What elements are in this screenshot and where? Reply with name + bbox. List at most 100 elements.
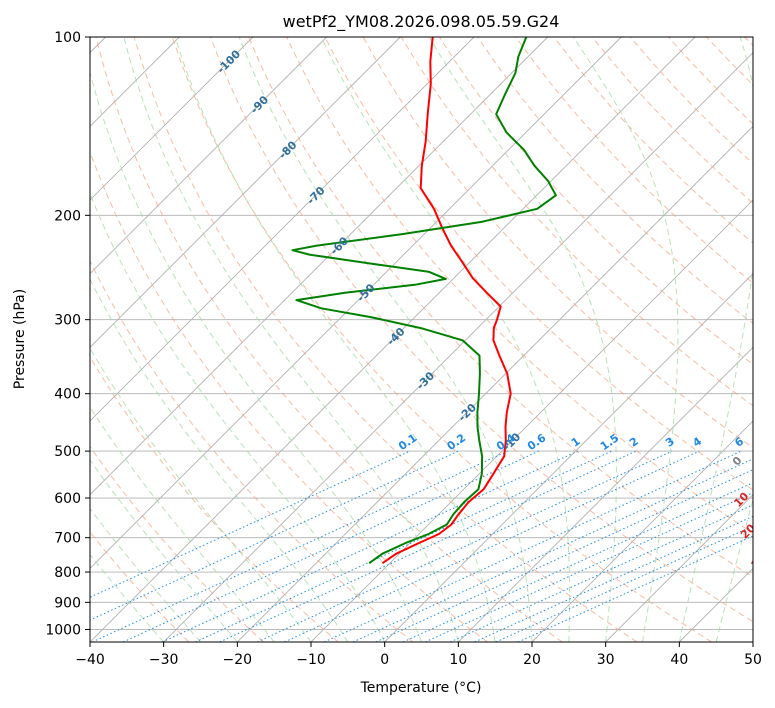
mixing-ratio-line bbox=[324, 450, 742, 642]
dry-adiabat-line bbox=[90, 356, 339, 642]
isotherm-line bbox=[163, 52, 753, 642]
dry-adiabat-label: 20 bbox=[738, 521, 758, 541]
mixing-ratio-line bbox=[92, 450, 508, 642]
isotherm-label: -90 bbox=[248, 93, 271, 116]
moist-adiabat-line bbox=[90, 459, 238, 642]
x-tick-label: 10 bbox=[449, 652, 467, 668]
dry-adiabat-label: 10 bbox=[731, 490, 751, 510]
y-tick-label: 500 bbox=[54, 444, 81, 460]
y-tick-label: 400 bbox=[54, 387, 81, 403]
moist-adiabat-line bbox=[90, 70, 422, 642]
x-tick-label: −20 bbox=[223, 652, 253, 668]
isotherm-label: -80 bbox=[276, 138, 299, 161]
dry-adiabat-line bbox=[210, 37, 753, 623]
chart-title: wetPf2_YM08.2026.098.05.59.G24 bbox=[283, 12, 560, 32]
isotherm-label: -30 bbox=[414, 369, 437, 392]
isotherm-line bbox=[90, 37, 475, 422]
dry-adiabat-line bbox=[90, 445, 264, 642]
mixing-ratio-label: 0.2 bbox=[445, 431, 468, 453]
isotherm-line bbox=[458, 346, 753, 642]
y-tick-label: 1000 bbox=[45, 622, 81, 638]
dry-adiabat-line bbox=[90, 531, 190, 642]
isotherm-line bbox=[90, 37, 327, 275]
dry-adiabat-line bbox=[706, 37, 753, 86]
mixing-ratio-line bbox=[122, 450, 539, 642]
x-axis-label: Temperature (°C) bbox=[360, 680, 482, 696]
moist-adiabat-line bbox=[90, 406, 275, 642]
moist-adiabat-line bbox=[90, 507, 201, 642]
dry-adiabat-line bbox=[324, 37, 753, 491]
mixing-ratio-line bbox=[284, 450, 700, 642]
dry-adiabat-line bbox=[668, 37, 753, 125]
mixing-ratio-label: 1.5 bbox=[598, 431, 621, 453]
moist-adiabat-line bbox=[123, 37, 459, 642]
mixing-ratio-line bbox=[90, 450, 459, 621]
mixing-ratio-line bbox=[352, 458, 753, 642]
mixing-ratio-line bbox=[402, 482, 753, 642]
moist-adiabat-line bbox=[238, 37, 533, 642]
mixing-ratio-label: 0.1 bbox=[396, 431, 419, 453]
isotherm-line bbox=[384, 273, 753, 642]
axes-frame bbox=[89, 36, 754, 643]
y-tick-label: 900 bbox=[54, 595, 81, 611]
dry-adiabat-line bbox=[248, 37, 753, 578]
dry-adiabat-line bbox=[95, 37, 563, 642]
isotherm-line bbox=[237, 125, 753, 642]
y-tick-label: 800 bbox=[54, 565, 81, 581]
isotherm-line bbox=[531, 420, 753, 642]
mixing-ratio-line bbox=[474, 515, 753, 642]
moist-adiabat-line bbox=[90, 553, 165, 642]
isotherm-line bbox=[605, 494, 753, 642]
mixing-ratio-label: 2 bbox=[627, 435, 641, 450]
mixing-ratio-line bbox=[424, 492, 753, 642]
dry-adiabat-line bbox=[515, 37, 753, 284]
mixing-ratio-line bbox=[375, 469, 753, 642]
x-tick-label: −30 bbox=[149, 652, 179, 668]
dry-adiabat-line bbox=[553, 37, 753, 244]
y-tick-label: 700 bbox=[54, 531, 81, 547]
mixing-ratio-label: 8 bbox=[761, 435, 775, 450]
moist-adiabat-line bbox=[678, 37, 753, 642]
dry-adiabat-line bbox=[591, 37, 753, 204]
dewpoint-profile bbox=[291, 37, 557, 565]
dry-adiabat-label: 40 bbox=[762, 582, 775, 602]
moist-adiabat-line bbox=[320, 37, 571, 642]
dry-adiabat-line bbox=[438, 37, 753, 366]
mixing-ratio-line bbox=[219, 450, 637, 642]
x-tick-label: 40 bbox=[670, 652, 688, 668]
moist-adiabat-line bbox=[90, 347, 312, 642]
dry-adiabat-line bbox=[286, 37, 753, 534]
isotherm-line bbox=[90, 37, 548, 496]
dry-adiabat-label: 30 bbox=[749, 551, 769, 571]
y-axis-label: Pressure (hPa) bbox=[12, 289, 28, 389]
moist-adiabat-line bbox=[90, 192, 386, 642]
isotherm-label: -70 bbox=[304, 184, 327, 207]
mixing-ratio-line bbox=[450, 504, 753, 642]
dry-adiabat-line bbox=[171, 37, 712, 642]
dry-adiabat-line bbox=[90, 259, 414, 642]
temperature-profile bbox=[381, 37, 512, 565]
isotherm-line bbox=[752, 641, 753, 642]
plot-area: -100-90-80-70-60-50-40-30-20-100.1 0.2 0.4… bbox=[90, 37, 775, 642]
x-tick-label: 0 bbox=[380, 652, 389, 668]
y-tick-label: 100 bbox=[54, 30, 81, 46]
mixing-ratio-label: 1 bbox=[569, 435, 583, 450]
isotherm-line bbox=[679, 567, 753, 642]
isotherm-label: -50 bbox=[354, 281, 377, 304]
isotherm-line bbox=[90, 37, 401, 348]
isotherm-line bbox=[90, 37, 254, 201]
dry-adiabat-line bbox=[90, 150, 488, 642]
moist-adiabat-line bbox=[174, 37, 496, 642]
mixing-ratio-line bbox=[161, 450, 578, 642]
x-tick-label: −10 bbox=[296, 652, 326, 668]
isotherm-line bbox=[90, 37, 622, 569]
mixing-ratio-line bbox=[195, 450, 612, 642]
isotherm-line bbox=[310, 199, 753, 642]
dry-adiabat-line bbox=[133, 37, 638, 642]
moist-adiabat-line bbox=[572, 37, 679, 642]
axes: −40 −30 −20 −10 0 10 20 30 40 5010020030040050060… bbox=[45, 30, 762, 668]
moist-adiabat-line bbox=[428, 37, 617, 642]
dry-adiabat-line bbox=[744, 37, 753, 47]
x-tick-label: −40 bbox=[75, 652, 105, 668]
